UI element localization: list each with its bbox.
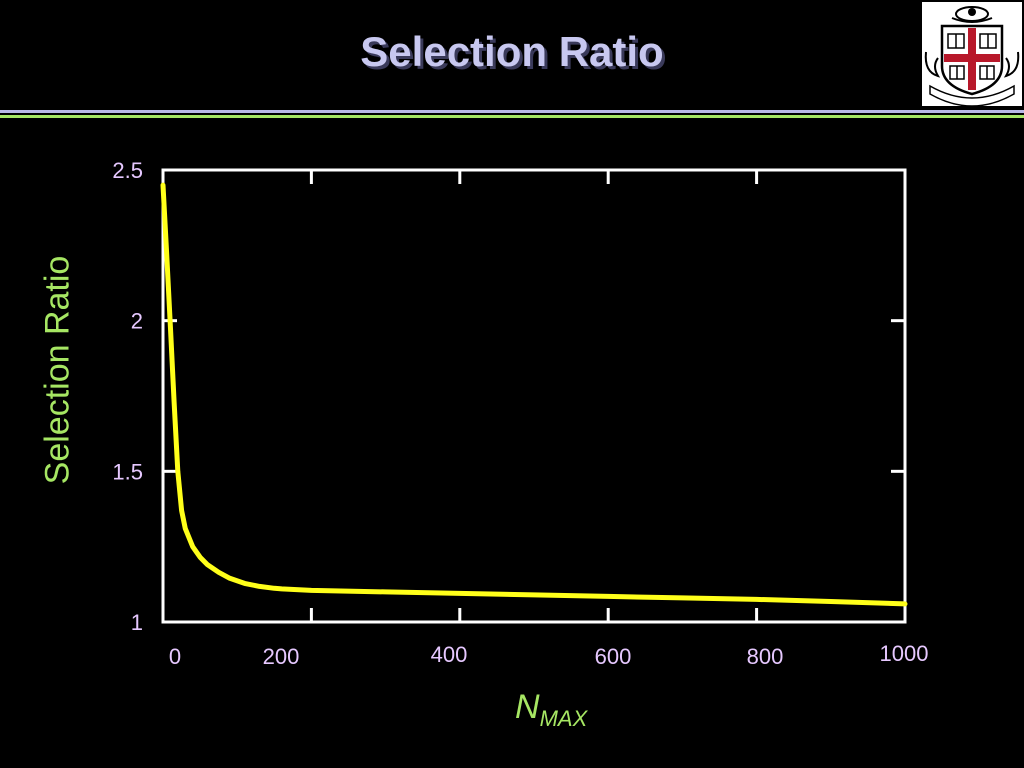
- slide-title: Selection Ratio: [360, 28, 664, 75]
- divider-line-blue: [0, 110, 1024, 113]
- x-tick-label: 800: [747, 644, 784, 669]
- y-tick-labels: 1 1.5 2 2.5: [112, 158, 143, 635]
- brown-university-seal-logo: [922, 2, 1022, 107]
- x-tick-label: 0: [169, 644, 181, 669]
- y-axis-label: Selection Ratio: [38, 255, 77, 485]
- y-tick-label: 2.5: [112, 158, 143, 183]
- divider-line-green: [0, 115, 1024, 118]
- x-axis-label: NMAX: [515, 688, 587, 732]
- x-tick-label: 1000: [880, 641, 929, 666]
- x-axis-label-main: N: [515, 688, 540, 726]
- x-axis-label-subscript: MAX: [539, 705, 588, 731]
- y-tick-label: 1: [131, 610, 143, 635]
- series-line-selection-ratio: [160, 182, 908, 607]
- y-tick-label: 2: [131, 309, 143, 334]
- y-tick-label: 1.5: [112, 459, 143, 484]
- x-tick-label: 200: [263, 644, 300, 669]
- x-tick-labels: 0 200 400 600 800 1000: [169, 641, 929, 669]
- plot-frame: [161, 168, 907, 624]
- x-tick-label: 600: [595, 644, 632, 669]
- tick-marks: [163, 170, 905, 622]
- x-tick-label: 400: [431, 642, 468, 667]
